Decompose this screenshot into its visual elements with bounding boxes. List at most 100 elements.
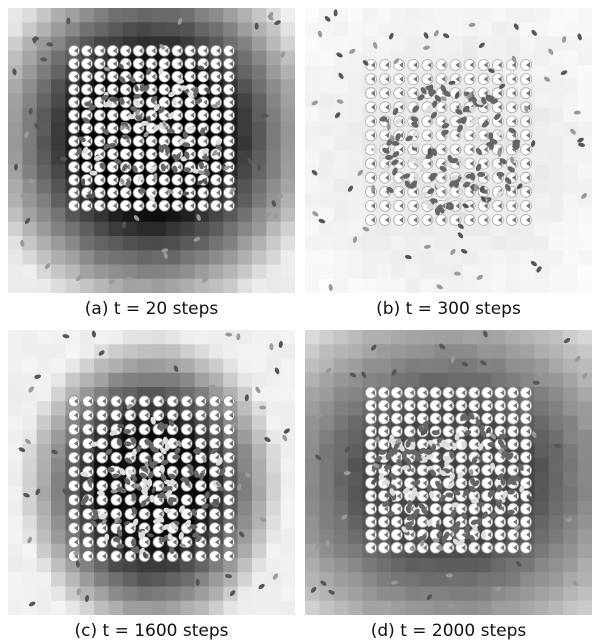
cell <box>405 279 420 293</box>
cell <box>252 344 267 359</box>
cell <box>137 373 152 388</box>
cell <box>305 136 320 151</box>
cell <box>305 279 320 293</box>
cell <box>449 601 464 615</box>
cell <box>266 444 281 459</box>
cell <box>305 222 320 237</box>
cell <box>238 108 253 123</box>
cell <box>405 344 420 359</box>
cell <box>319 515 334 530</box>
cell <box>166 330 181 345</box>
cell <box>535 416 550 431</box>
cell <box>348 558 363 573</box>
cell <box>152 344 167 359</box>
cell <box>8 458 23 473</box>
cell <box>506 22 521 37</box>
cell <box>405 373 420 388</box>
cell <box>549 236 564 251</box>
cell <box>37 473 52 488</box>
cell <box>506 37 521 52</box>
cell <box>252 558 267 573</box>
cell <box>281 601 295 615</box>
cell <box>51 22 66 37</box>
cell <box>180 236 195 251</box>
cell <box>252 359 267 374</box>
cell <box>506 373 521 388</box>
cell <box>37 430 52 445</box>
cell <box>563 136 578 151</box>
cell <box>319 344 334 359</box>
cell <box>281 544 295 559</box>
cell <box>348 444 363 459</box>
cell <box>238 222 253 237</box>
cell <box>334 401 349 416</box>
cell <box>94 8 109 23</box>
cell <box>166 250 181 265</box>
cell <box>334 387 349 402</box>
cell <box>37 601 52 615</box>
cell <box>266 601 281 615</box>
cell <box>80 373 95 388</box>
caption: (d) t = 2000 steps <box>305 621 592 641</box>
cell <box>463 236 478 251</box>
cell <box>266 279 281 293</box>
cell <box>463 279 478 293</box>
cell <box>520 265 535 280</box>
cell <box>281 165 295 180</box>
cell <box>319 501 334 516</box>
cell <box>51 222 66 237</box>
cell <box>578 222 592 237</box>
cell <box>266 430 281 445</box>
cell <box>405 22 420 37</box>
cell <box>51 94 66 109</box>
cell <box>535 122 550 137</box>
cell <box>377 22 392 37</box>
cell <box>563 279 578 293</box>
cell <box>266 344 281 359</box>
cell <box>65 236 80 251</box>
cell <box>578 165 592 180</box>
cell <box>94 359 109 374</box>
cell <box>94 373 109 388</box>
cell <box>65 572 80 587</box>
cell <box>434 250 449 265</box>
cell <box>266 416 281 431</box>
cell <box>535 444 550 459</box>
cell <box>449 236 464 251</box>
cell <box>377 8 392 23</box>
cell <box>51 515 66 530</box>
cell <box>348 250 363 265</box>
cell <box>506 344 521 359</box>
cell <box>377 587 392 602</box>
cell <box>137 8 152 23</box>
cell <box>578 122 592 137</box>
panel-a: (a) t = 20 steps <box>8 8 295 319</box>
cell <box>180 587 195 602</box>
cell <box>123 359 138 374</box>
cell <box>37 65 52 80</box>
cell <box>37 222 52 237</box>
cell <box>166 265 181 280</box>
cell <box>281 279 295 293</box>
cell <box>305 193 320 208</box>
cell <box>180 8 195 23</box>
cell <box>549 22 564 37</box>
cell <box>281 79 295 94</box>
cell <box>362 265 377 280</box>
cell <box>391 344 406 359</box>
cell <box>266 515 281 530</box>
cell <box>209 330 224 345</box>
cell <box>37 330 52 345</box>
cell <box>252 179 267 194</box>
cell <box>108 330 123 345</box>
cell <box>563 373 578 388</box>
cell <box>252 330 267 345</box>
cell <box>51 359 66 374</box>
cell <box>152 373 167 388</box>
cell <box>434 8 449 23</box>
cell <box>348 587 363 602</box>
cell <box>281 416 295 431</box>
cell <box>8 22 23 37</box>
cell <box>281 179 295 194</box>
cell <box>449 279 464 293</box>
